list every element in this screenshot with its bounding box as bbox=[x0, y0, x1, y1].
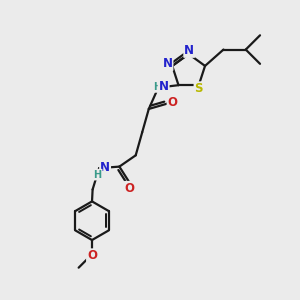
Text: N: N bbox=[100, 161, 110, 174]
Text: N: N bbox=[184, 44, 194, 57]
Text: O: O bbox=[87, 249, 97, 262]
Text: N: N bbox=[159, 80, 169, 94]
Text: H: H bbox=[153, 82, 161, 92]
Text: S: S bbox=[194, 82, 203, 95]
Text: O: O bbox=[168, 96, 178, 109]
Text: H: H bbox=[94, 169, 102, 180]
Text: N: N bbox=[163, 57, 172, 70]
Text: O: O bbox=[125, 182, 135, 195]
